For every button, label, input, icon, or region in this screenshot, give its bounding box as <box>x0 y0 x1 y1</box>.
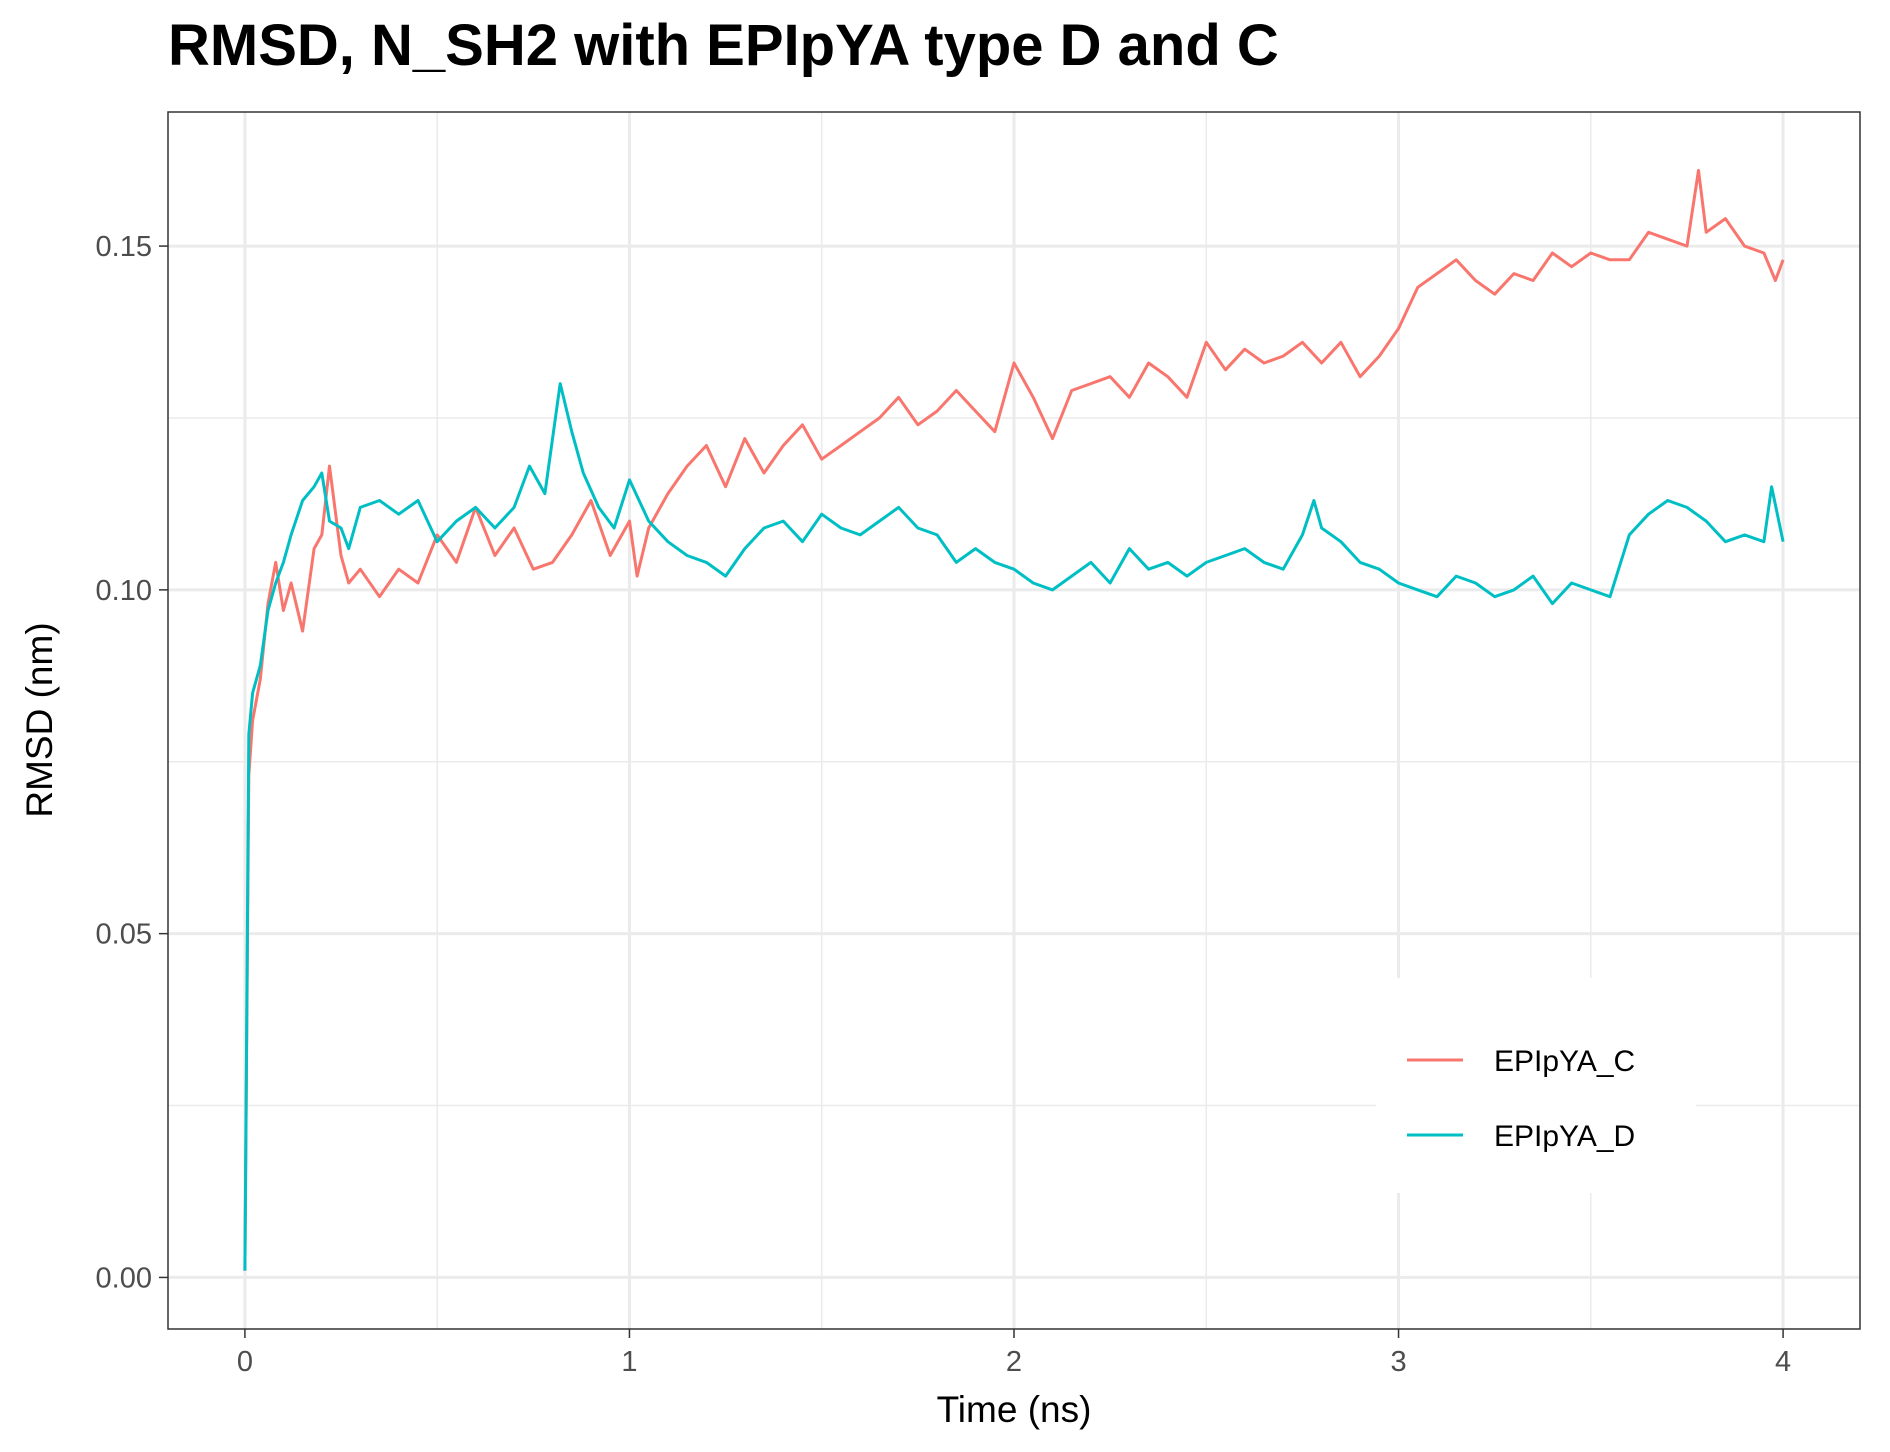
y-tick-label: 0.15 <box>96 231 152 263</box>
x-tick-label: 3 <box>1390 1346 1406 1378</box>
y-tick-label: 0.10 <box>96 575 152 607</box>
y-axis-title: RMSD (nm) <box>19 622 60 817</box>
x-tick-label: 0 <box>237 1346 253 1378</box>
y-tick-label: 0.05 <box>96 919 152 951</box>
series-layer <box>243 168 1785 1271</box>
x-tick-label: 1 <box>621 1346 637 1378</box>
legend-label: EPIpYA_C <box>1494 1045 1635 1078</box>
axis-layer: 0 1 2 3 4 0.00 0.05 0.10 0.15 <box>96 231 1792 1378</box>
series-line-epipya-d <box>243 382 1785 1271</box>
legend: EPIpYA_C EPIpYA_D <box>1376 978 1696 1193</box>
legend-label: EPIpYA_D <box>1494 1120 1635 1153</box>
x-tick-label: 2 <box>1006 1346 1022 1378</box>
x-tick-label: 4 <box>1775 1346 1791 1378</box>
y-tick-label: 0.00 <box>96 1262 152 1294</box>
series-line-epipya-c <box>243 168 1785 1271</box>
x-axis-title: Time (ns) <box>937 1389 1092 1430</box>
legend-background <box>1376 978 1696 1193</box>
chart-title: RMSD, N_SH2 with EPIpYA type D and C <box>168 13 1279 78</box>
